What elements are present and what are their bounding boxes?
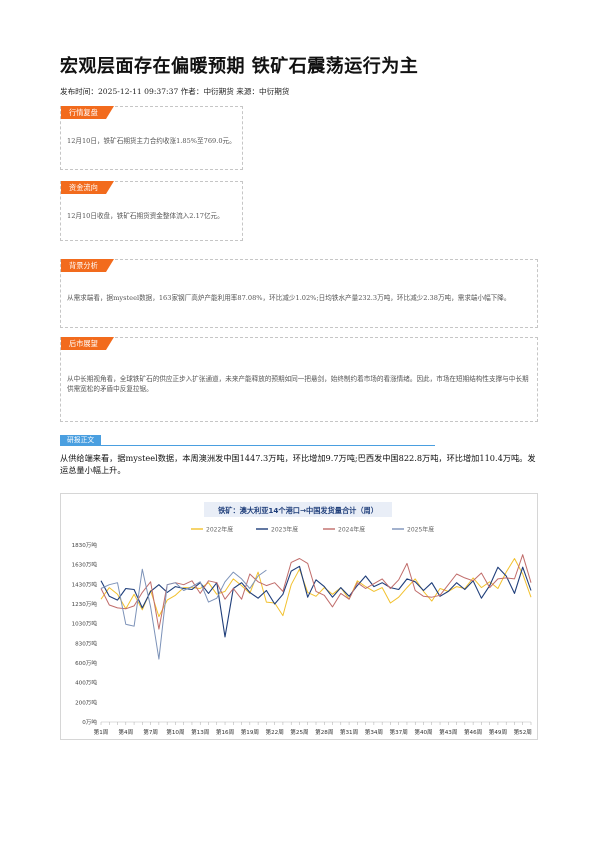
- series-line-1: [100, 565, 532, 638]
- x-tick-label: 第4周: [118, 728, 133, 736]
- x-tick-label: 第46周: [464, 728, 482, 736]
- outlook-text: 从中长期视角看，全球铁矿石的供应正步入扩张通道，未来产能释放的预期如同一把悬剑，…: [67, 375, 529, 393]
- x-tick-label: 第31周: [340, 728, 358, 736]
- chart-title: 铁矿：澳大利亚14个港口→中国发货量合计（周）: [218, 506, 378, 515]
- report-tag: 研报正文: [60, 435, 102, 446]
- y-tick-label: 200万吨: [75, 698, 97, 706]
- article-title: 宏观层面存在偏暖预期 铁矿石震荡运行为主: [60, 56, 419, 77]
- x-tick-label: 第40周: [414, 728, 432, 736]
- capital-flow-text: 12月10日收盘，铁矿石期货资金整体流入2.17亿元。: [67, 212, 224, 220]
- x-tick-label: 第16周: [216, 728, 234, 736]
- report-divider: [60, 445, 435, 446]
- x-tick-label: 第10周: [166, 728, 184, 736]
- shipment-chart-svg: 铁矿：澳大利亚14个港口→中国发货量合计（周） 2022年度 2023年度 2024年…: [72, 502, 532, 736]
- x-tick-label: 第34周: [365, 728, 383, 736]
- x-tick-label: 第52周: [514, 728, 532, 736]
- y-tick-label: 1430万吨: [72, 580, 98, 588]
- y-tick-label: 1030万吨: [72, 620, 98, 628]
- x-tick-label: 第25周: [290, 728, 308, 736]
- series-line-2: [100, 554, 532, 630]
- shipment-chart: 铁矿：澳大利亚14个港口→中国发货量合计（周） 2022年度 2023年度 2024年…: [60, 493, 538, 740]
- market-review-text: 12月10日，铁矿石期货主力合约收涨1.85%至769.0元。: [67, 137, 236, 145]
- x-tick-label: 第19周: [241, 728, 259, 736]
- report-body-text: 从供给端来看，据mysteel数据，本周澳洲发中国1447.3万吨，环比增加9.…: [60, 453, 536, 475]
- market-review-tag: 行情复盘: [61, 106, 114, 119]
- article-meta: 发布时间：2025-12-11 09:37:37 作者：中衍期货 来源：中衍期货: [60, 87, 290, 96]
- y-tick-label: 830万吨: [75, 639, 97, 647]
- x-tick-label: 第13周: [191, 728, 209, 736]
- legend-label-1: 2023年度: [271, 526, 298, 534]
- x-tick-label: 第28周: [315, 728, 333, 736]
- y-tick-label: 1630万吨: [72, 561, 98, 569]
- y-tick-label: 1830万吨: [72, 541, 98, 549]
- x-tick-label: 第7周: [143, 728, 158, 736]
- y-tick-label: 0万吨: [82, 718, 97, 726]
- x-tick-label: 第1周: [94, 728, 109, 736]
- series-line-3: [100, 568, 267, 660]
- x-tick-label: 第22周: [265, 728, 283, 736]
- market-review-box: 行情复盘 12月10日，铁矿石期货主力合约收涨1.85%至769.0元。: [60, 106, 243, 170]
- y-tick-label: 1230万吨: [72, 600, 98, 608]
- legend-label-0: 2022年度: [206, 526, 233, 534]
- capital-flow-tag: 资金流向: [61, 181, 114, 194]
- outlook-tag: 后市展望: [61, 337, 114, 350]
- chart-title-bg: [204, 502, 392, 517]
- background-analysis-text: 从需求端看，据mysteel数据，163家钢厂高炉产能利用率87.08%，环比减…: [67, 294, 511, 302]
- series-line-0: [100, 558, 532, 618]
- background-analysis-tag: 背景分析: [61, 259, 114, 272]
- legend-label-2: 2024年度: [338, 526, 365, 534]
- report-header: 研报正文: [60, 435, 435, 446]
- outlook-box: 后市展望 从中长期视角看，全球铁矿石的供应正步入扩张通道，未来产能释放的预期如同…: [60, 337, 538, 422]
- background-analysis-box: 背景分析 从需求端看，据mysteel数据，163家钢厂高炉产能利用率87.08…: [60, 259, 538, 328]
- x-tick-label: 第43周: [439, 728, 457, 736]
- y-tick-label: 400万吨: [75, 679, 97, 687]
- y-tick-label: 600万吨: [75, 659, 97, 667]
- legend-label-3: 2025年度: [407, 526, 434, 534]
- x-tick-label: 第49周: [489, 728, 507, 736]
- x-tick-label: 第37周: [390, 728, 408, 736]
- capital-flow-box: 资金流向 12月10日收盘，铁矿石期货资金整体流入2.17亿元。: [60, 181, 243, 241]
